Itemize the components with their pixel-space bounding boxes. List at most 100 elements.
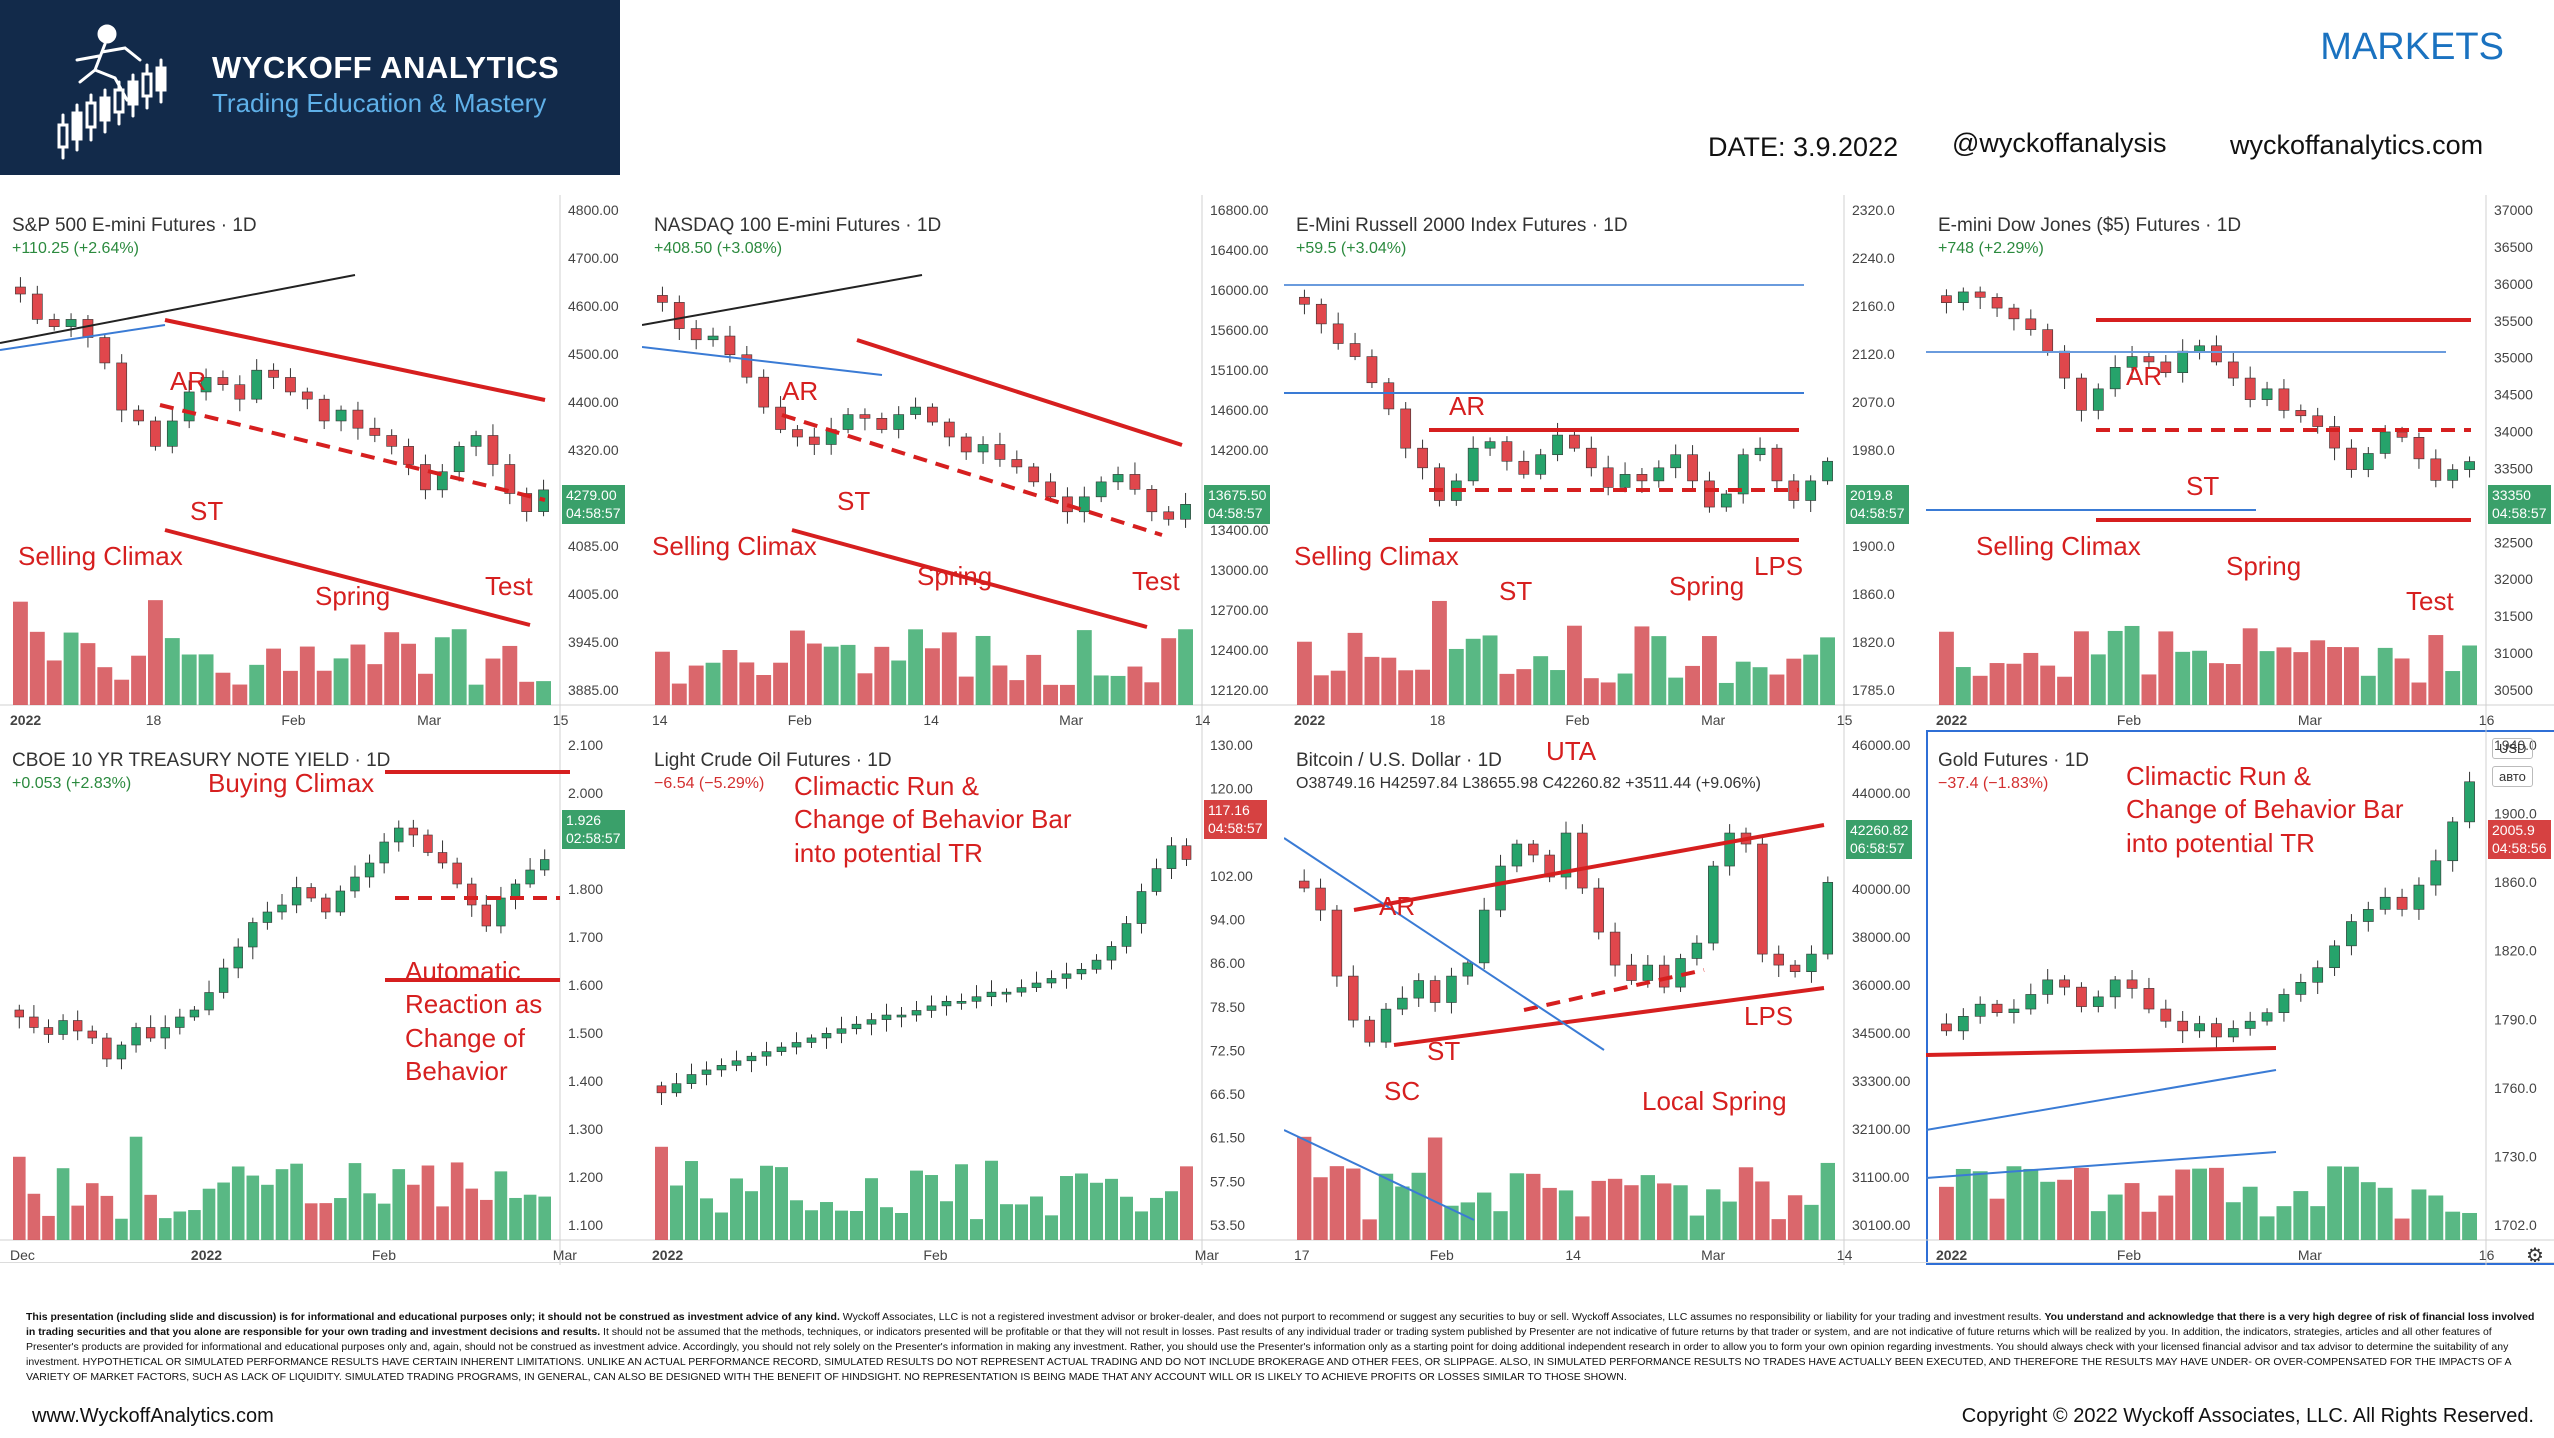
volume-bar — [1939, 631, 1954, 705]
brand-banner: WYCKOFF ANALYTICS Trading Education & Ma… — [0, 0, 620, 175]
trend-line[interactable] — [781, 413, 1163, 537]
candle-body — [1501, 441, 1513, 462]
volume-bar — [1026, 654, 1042, 705]
chart-panel[interactable]: 46000.0044000.0042000.0040000.0038000.00… — [1284, 730, 1927, 1265]
price-chart[interactable]: 46000.0044000.0042000.0040000.0038000.00… — [1284, 730, 1926, 1265]
candle-body — [1078, 496, 1090, 513]
trend-line[interactable] — [1284, 837, 1605, 1051]
trend-line[interactable] — [1284, 1129, 1475, 1221]
trend-line[interactable] — [159, 403, 546, 502]
trend-line[interactable] — [642, 346, 883, 376]
candle-body — [1016, 987, 1027, 993]
x-tick-label: Feb — [281, 712, 305, 728]
volume-bar — [2360, 1182, 2376, 1240]
chart-title: Light Crude Oil Futures · 1D — [654, 750, 892, 771]
x-tick-label: 14 — [652, 712, 668, 728]
trend-line[interactable] — [0, 324, 166, 351]
trend-line[interactable] — [1926, 1151, 2277, 1179]
candle-body — [1045, 481, 1056, 498]
volume-bar — [1381, 657, 1397, 705]
trend-line[interactable] — [642, 274, 923, 326]
candle-body — [2059, 350, 2070, 379]
volume-bar — [46, 660, 62, 705]
trend-line[interactable] — [1393, 986, 1825, 1047]
trend-line[interactable] — [1523, 968, 1705, 1012]
chart-panel[interactable]: 37000 36500 36000 35500 35000 34500 34000 33500… — [1926, 195, 2554, 730]
trend-line[interactable] — [856, 338, 1183, 447]
volume-bar — [97, 667, 113, 705]
y-tick-label: 130.00 — [1210, 737, 1253, 753]
candle-body — [2379, 896, 2391, 910]
candle-body — [1413, 980, 1424, 999]
candle-body — [102, 1037, 112, 1060]
trend-line[interactable] — [791, 528, 1148, 629]
candle-body — [321, 897, 331, 913]
website-link[interactable]: wyckoffanalytics.com — [2230, 130, 2484, 160]
price-chart[interactable]: 37000 36500 36000 35500 35000 34500 34000 33500… — [1926, 195, 2554, 730]
chart-panel[interactable]: 130.00120.00110.00102.0094.0086.0078.507… — [642, 730, 1285, 1265]
candle-body — [2396, 896, 2408, 910]
wyckoff-annotation: LPS — [1744, 1001, 1794, 1031]
volume-bar — [857, 673, 873, 705]
candle-body — [175, 1016, 185, 1028]
volume-bar — [392, 1169, 406, 1240]
price-chart[interactable]: 16800.00 16400.00 16000.00 15600.00 15100.00… — [642, 195, 1284, 730]
y-tick-label: 36000 — [2494, 276, 2533, 292]
candle-body — [2177, 1020, 2189, 1032]
volume-bar — [523, 1194, 537, 1240]
trend-line[interactable] — [0, 274, 356, 344]
chart-grid: 4800.00 4700.00 4600.00 4500.00 4400.00 4320.… — [0, 195, 2554, 1265]
footer-url[interactable]: www.WyckoffAnalytics.com — [32, 1405, 274, 1427]
candle-body — [2244, 1020, 2256, 1029]
candle-body — [2362, 909, 2374, 922]
candle-body — [657, 295, 668, 303]
price-chart[interactable]: 2.1002.0001.9001.8001.7001.6001.5001.400… — [0, 730, 642, 1265]
trend-line[interactable] — [1926, 1046, 2277, 1057]
trend-line[interactable] — [164, 528, 531, 627]
settings-gear-icon[interactable]: ⚙ — [2526, 1245, 2544, 1265]
trend-line[interactable] — [1353, 823, 1825, 912]
candle-body — [2464, 461, 2475, 470]
last-price-tag: 2005.9 04:58:56 — [2488, 820, 2551, 859]
chart-panel[interactable]: 1940.0 1900.0 1860.0 1820.0 1790.0 1760.0 1730… — [1926, 730, 2554, 1265]
chart-panel[interactable]: 2320.02240.02160.02120.02070.01980.01940… — [1284, 195, 1927, 730]
chart-panel[interactable]: 2.1002.0001.9001.8001.7001.6001.5001.400… — [0, 730, 643, 1265]
trend-line[interactable] — [164, 318, 546, 402]
y-tick-label: 102.00 — [1210, 868, 1253, 884]
volume-bar — [1640, 1175, 1655, 1240]
volume-bar — [1989, 663, 2005, 705]
wyckoff-annotation: Buying Climax — [208, 768, 375, 798]
candle-body — [2194, 345, 2205, 352]
scale-mode-select[interactable]: авто — [2492, 766, 2533, 787]
volume-bar — [1015, 1204, 1028, 1240]
y-tick-label: 1790.0 — [2494, 1011, 2537, 1027]
price-chart[interactable]: 1940.0 1900.0 1860.0 1820.0 1790.0 1760.0 1730… — [1926, 730, 2554, 1265]
volume-bar — [2310, 640, 2326, 705]
volume-bar — [2006, 1166, 2022, 1240]
currency-select[interactable]: USD — [2492, 738, 2534, 759]
candle-body — [285, 377, 296, 393]
volume-bar — [1722, 1201, 1737, 1240]
y-tick-label: 31000 — [2494, 645, 2533, 661]
volume-bar — [217, 1182, 230, 1240]
y-tick-label: 1.600 — [568, 977, 603, 993]
candle-body — [1626, 964, 1637, 981]
disclaimer-part-2: It should not be assumed that the method… — [26, 1325, 2511, 1383]
chart-panel[interactable]: 16800.00 16400.00 16000.00 15600.00 15100.00… — [642, 195, 1285, 730]
last-price-tag: 33350 04:58:57 — [2488, 485, 2551, 524]
candle-body — [29, 1016, 39, 1028]
volume-bar — [820, 1202, 833, 1240]
volume-bar — [2023, 652, 2039, 705]
price-chart[interactable]: 2320.02240.02160.02120.02070.01980.01940… — [1284, 195, 1926, 730]
wyckoff-annotation: Selling Climax — [1976, 531, 2141, 561]
y-tick-label: 3885.00 — [568, 682, 619, 698]
candle-body — [1619, 474, 1631, 488]
price-chart[interactable]: 130.00120.00110.00102.0094.0086.0078.507… — [642, 730, 1284, 1265]
volume-bar — [1755, 1181, 1770, 1240]
trend-line[interactable] — [1926, 1069, 2277, 1131]
volume-bar — [790, 1200, 803, 1240]
brand-tagline: Trading Education & Mastery — [212, 88, 547, 118]
wyckoff-annotation: ST — [190, 496, 224, 526]
chart-panel[interactable]: 4800.00 4700.00 4600.00 4500.00 4400.00 4320.… — [0, 195, 643, 730]
price-chart[interactable]: 4800.00 4700.00 4600.00 4500.00 4400.00 4320.… — [0, 195, 642, 730]
